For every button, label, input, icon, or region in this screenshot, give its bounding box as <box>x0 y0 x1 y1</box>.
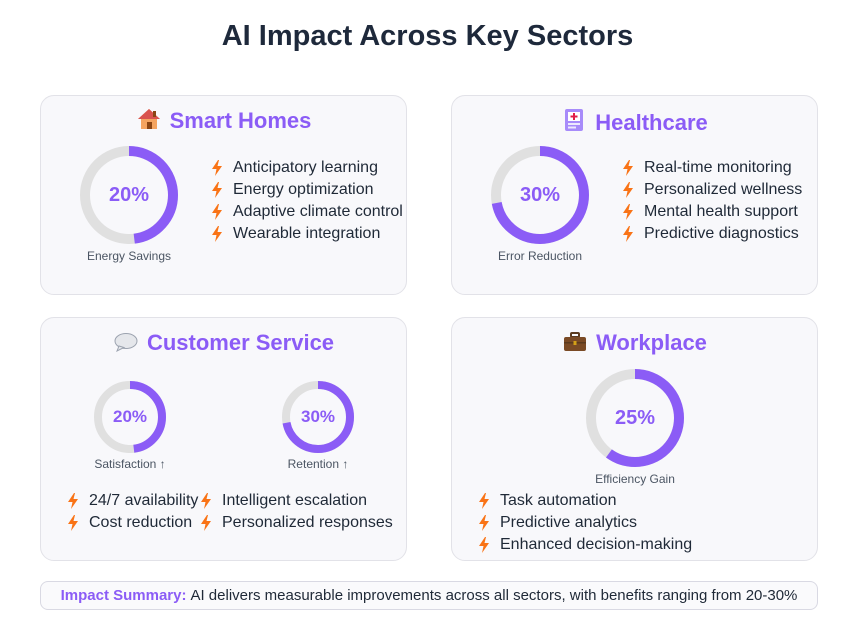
list-item: Predictive analytics <box>478 512 692 534</box>
ring-arc <box>491 146 589 244</box>
ring-error-reduction: 30% <box>490 145 590 245</box>
briefcase-icon <box>562 332 588 358</box>
ring-arc <box>80 146 178 244</box>
ring-caption: Satisfaction ↑ <box>94 457 166 471</box>
ring-arc <box>586 369 684 467</box>
list-item: Real-time monitoring <box>622 157 802 179</box>
speech-bubble-icon <box>113 332 139 358</box>
card-customer-service-title: Customer Service <box>146 330 335 355</box>
medical-icon <box>561 108 587 138</box>
lightning-icon <box>200 493 214 509</box>
card-smart-homes: Smart Homes 20% Energy Savings Anticipat… <box>40 95 407 295</box>
card-customer-service-header: Customer Service <box>41 330 406 358</box>
page-title: AI Impact Across Key Sectors <box>221 20 634 52</box>
ring-caption: Retention ↑ <box>287 457 349 471</box>
lightning-icon <box>67 493 81 509</box>
card-healthcare-title: Healthcare <box>595 110 708 135</box>
card-healthcare: Healthcare 30% Error Reduction Real-time… <box>451 95 818 295</box>
ring-error-reduction-svg <box>491 146 589 244</box>
feature-list: Anticipatory learning Energy optimizatio… <box>211 157 403 245</box>
list-item: 24/7 availability <box>67 490 198 512</box>
ring-caption: Energy Savings <box>86 249 172 263</box>
card-workplace-header: Workplace <box>452 330 817 358</box>
ring-energy-savings-svg <box>80 146 178 244</box>
lightning-icon <box>211 182 225 198</box>
list-item: Intelligent escalation <box>200 490 393 512</box>
list-item: Energy optimization <box>211 179 403 201</box>
ring-value: 30% <box>519 183 561 206</box>
lightning-icon <box>67 515 81 531</box>
feature-list-left: 24/7 availability Cost reduction <box>67 490 198 534</box>
ring-arc <box>282 381 354 453</box>
ring-caption: Efficiency Gain <box>595 472 675 486</box>
card-healthcare-header: Healthcare <box>452 108 817 138</box>
card-customer-service: Customer Service 20% Satisfaction ↑ 30% … <box>40 317 407 561</box>
house-icon <box>136 108 162 136</box>
lightning-icon <box>478 515 492 531</box>
impact-summary: Impact Summary: AI delivers measurable i… <box>40 581 818 610</box>
feature-list-right: Intelligent escalation Personalized resp… <box>200 490 393 534</box>
impact-summary-text: AI delivers measurable improvements acro… <box>190 587 798 604</box>
feature-list: Real-time monitoring Personalized wellne… <box>622 157 802 245</box>
ring-energy-savings: 20% <box>79 145 179 245</box>
ring-arc <box>94 381 166 453</box>
list-item: Predictive diagnostics <box>622 223 802 245</box>
ring-value: 30% <box>300 407 336 426</box>
ring-value: 20% <box>112 407 148 426</box>
lightning-icon <box>211 204 225 220</box>
ring-value: 20% <box>108 183 150 206</box>
card-workplace: Workplace 25% Efficiency Gain Task autom… <box>451 317 818 561</box>
list-item: Task automation <box>478 490 692 512</box>
ring-efficiency-gain: 25% <box>585 368 685 468</box>
list-item: Enhanced decision-making <box>478 534 692 556</box>
lightning-icon <box>622 160 636 176</box>
lightning-icon <box>211 226 225 242</box>
ring-retention-svg <box>282 381 354 453</box>
list-item: Adaptive climate control <box>211 201 403 223</box>
list-item: Cost reduction <box>67 512 198 534</box>
card-workplace-title: Workplace <box>596 330 707 355</box>
list-item: Personalized wellness <box>622 179 802 201</box>
list-item: Anticipatory learning <box>211 157 403 179</box>
card-smart-homes-header: Smart Homes <box>41 108 406 136</box>
ring-satisfaction: 20% <box>93 380 167 454</box>
feature-list: Task automation Predictive analytics Enh… <box>478 490 692 556</box>
ring-retention: 30% <box>281 380 355 454</box>
impact-summary-label: Impact Summary: <box>60 587 187 604</box>
list-item: Personalized responses <box>200 512 393 534</box>
ring-efficiency-gain-svg <box>586 369 684 467</box>
lightning-icon <box>200 515 214 531</box>
lightning-icon <box>622 182 636 198</box>
list-item: Mental health support <box>622 201 802 223</box>
lightning-icon <box>478 493 492 509</box>
lightning-icon <box>622 204 636 220</box>
ring-caption: Error Reduction <box>497 249 583 263</box>
card-smart-homes-title: Smart Homes <box>169 108 312 133</box>
lightning-icon <box>211 160 225 176</box>
ring-value: 25% <box>614 406 656 429</box>
lightning-icon <box>478 537 492 553</box>
list-item: Wearable integration <box>211 223 403 245</box>
ring-satisfaction-svg <box>94 381 166 453</box>
lightning-icon <box>622 226 636 242</box>
